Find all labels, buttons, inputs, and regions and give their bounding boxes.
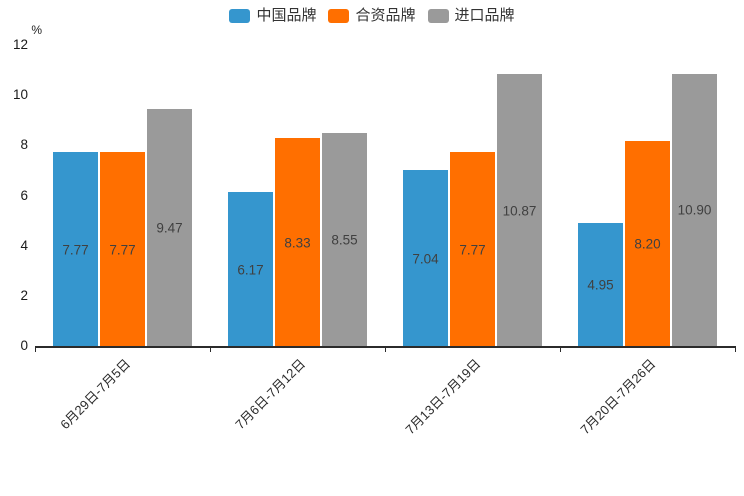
legend-label: 中国品牌 xyxy=(256,7,317,24)
y-axis-tick-label: 0 xyxy=(20,338,28,353)
bar-china-brand-1: 6.17 xyxy=(228,192,273,347)
bar-import-brand-3: 10.90 xyxy=(672,73,717,347)
bar-joint-venture-brand-1: 8.33 xyxy=(275,138,320,347)
legend-label: 进口品牌 xyxy=(454,7,515,24)
plot-area: 7.77 7.77 9.47 6.17 8.33 8.55 7.04 7.77 10.87 4.9… xyxy=(35,46,735,347)
bar-joint-venture-brand-0: 7.77 xyxy=(100,152,145,347)
bar-value-label: 9.47 xyxy=(156,220,183,236)
y-axis-unit-label: % xyxy=(31,23,42,37)
bar-import-brand-1: 8.55 xyxy=(322,132,367,347)
bar-value-label: 6.17 xyxy=(237,262,264,278)
bar-value-label: 7.77 xyxy=(62,242,89,258)
bar-value-label: 8.20 xyxy=(634,236,661,252)
legend-swatch-icon xyxy=(328,9,350,23)
legend-swatch-icon xyxy=(229,9,251,23)
x-axis-category-label: 7月20日-7月26日 xyxy=(577,356,659,438)
legend-item-china-brand[interactable]: 中国品牌 xyxy=(229,8,316,24)
bar-joint-venture-brand-3: 8.20 xyxy=(625,141,670,347)
bar-china-brand-3: 4.95 xyxy=(578,222,623,347)
y-axis-tick-label: 2 xyxy=(20,287,28,303)
bar-china-brand-2: 7.04 xyxy=(403,170,448,347)
y-axis-tick-label: 8 xyxy=(20,137,28,153)
bar-value-label: 8.55 xyxy=(331,232,358,248)
y-axis-tick-label: 4 xyxy=(20,237,28,253)
bar-value-label: 7.77 xyxy=(109,242,136,258)
x-axis-category-label: 7月13日-7月19日 xyxy=(402,356,484,438)
bar-value-label: 7.77 xyxy=(459,242,486,258)
bar-import-brand-2: 10.87 xyxy=(497,74,542,347)
x-axis-line xyxy=(35,345,736,348)
x-axis-tick xyxy=(384,347,386,352)
bar-china-brand-0: 7.77 xyxy=(53,152,98,347)
legend-swatch-icon xyxy=(427,9,449,23)
bar-value-label: 7.04 xyxy=(412,251,439,267)
x-axis-category-label: 6月29日-7月5日 xyxy=(57,356,134,433)
legend-item-import-brand[interactable]: 进口品牌 xyxy=(427,7,515,24)
legend-label: 合资品牌 xyxy=(355,7,416,24)
bar-value-label: 4.95 xyxy=(587,277,614,293)
x-axis-tick xyxy=(734,347,736,352)
x-axis-tick xyxy=(34,347,36,352)
bar-value-label: 8.33 xyxy=(284,235,311,251)
bar-joint-venture-brand-2: 7.77 xyxy=(450,152,495,347)
x-axis-category-label: 7月6日-7月12日 xyxy=(232,356,309,433)
chart-legend: 中国品牌 合资品牌 进口品牌 xyxy=(0,8,744,24)
bar-import-brand-0: 9.47 xyxy=(147,109,192,347)
bar-value-label: 10.90 xyxy=(677,202,712,218)
y-axis-tick-label: 10 xyxy=(12,87,28,103)
legend-item-joint-venture-brand[interactable]: 合资品牌 xyxy=(328,7,416,24)
y-axis-tick-label: 12 xyxy=(12,37,28,52)
x-axis-tick xyxy=(559,347,561,352)
y-axis-tick-label: 6 xyxy=(20,187,28,203)
x-axis-tick xyxy=(209,347,211,352)
bar-value-label: 10.87 xyxy=(502,203,537,219)
